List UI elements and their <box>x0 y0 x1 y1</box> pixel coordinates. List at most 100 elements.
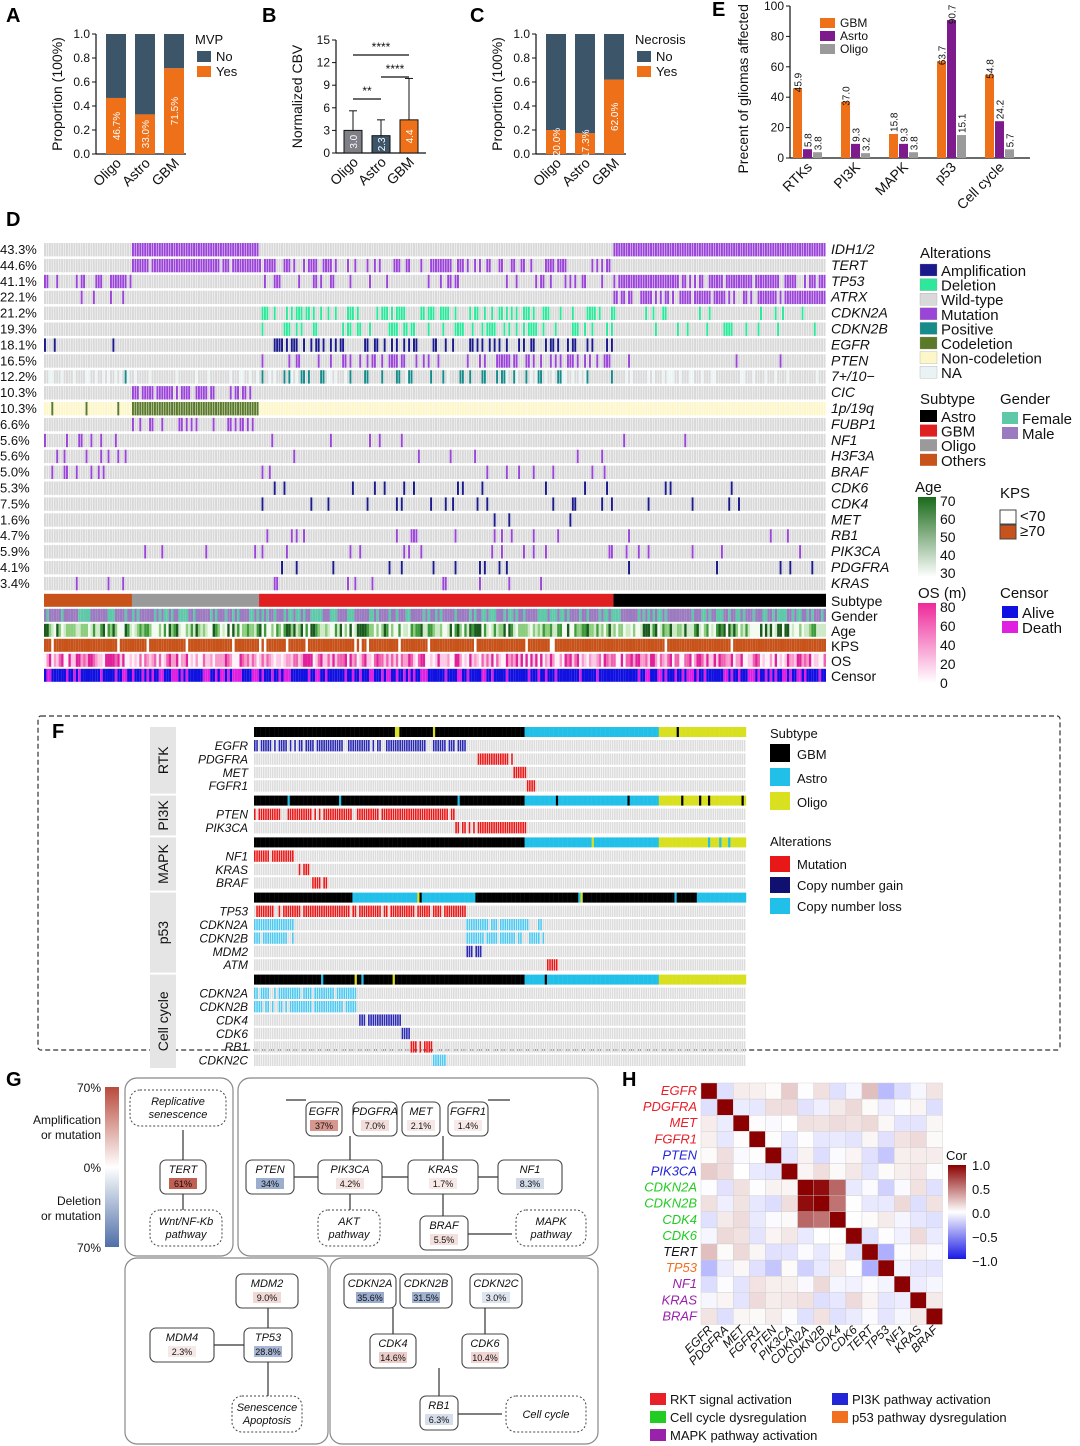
oncoprint-cell <box>676 322 679 336</box>
oncoprint-cell <box>153 290 156 305</box>
oncoprint-cell <box>794 417 797 432</box>
oncoprint-cell <box>212 402 215 416</box>
oncoprint-cell <box>508 433 511 448</box>
oncoprint-cell <box>65 465 68 479</box>
oncoprint-cell <box>124 417 127 432</box>
oncoprint-cell <box>56 290 59 305</box>
oncoprint-cell <box>708 243 711 257</box>
oncoprint-cell <box>144 306 147 320</box>
oncoprint-cell <box>376 322 379 336</box>
oncoprint-cell <box>190 402 193 416</box>
oncoprint-cell <box>647 354 650 368</box>
oncoprint-cell <box>134 322 137 336</box>
oncoprint-cell <box>158 449 161 464</box>
oncoprint-cell <box>557 370 560 384</box>
oncoprint-cell <box>557 243 560 257</box>
oncoprint-cell <box>654 258 657 273</box>
bar-no <box>546 34 566 130</box>
oncoprint-cell <box>435 402 437 416</box>
oncoprint-cell <box>486 449 489 464</box>
oncoprint-cell <box>662 433 665 448</box>
oncoprint-cell <box>356 449 359 464</box>
oncoprint-cell <box>388 449 391 464</box>
oncoprint-cell <box>261 370 264 384</box>
oncoprint-cell <box>760 322 762 336</box>
oncoprint-cell <box>745 274 748 289</box>
oncoprint-cell <box>183 322 186 336</box>
oncoprint-cell <box>745 354 748 368</box>
oncoprint-cell <box>210 306 213 320</box>
oncoprint-cell <box>388 338 391 352</box>
oncoprint-cell <box>762 274 765 289</box>
row-percent-label: 5.6% <box>0 449 30 464</box>
oncoprint-cell <box>505 449 508 464</box>
oncoprint-cell <box>261 243 264 257</box>
oncoprint-cell <box>454 243 457 257</box>
oncoprint-cell <box>381 449 384 464</box>
oncoprint-row <box>44 386 826 400</box>
oncoprint-cell <box>219 433 222 448</box>
oncoprint-cell <box>266 354 269 368</box>
oncoprint-cell <box>566 417 569 432</box>
oncoprint-cell <box>261 354 264 368</box>
oncoprint-cell <box>241 402 244 416</box>
oncoprint-cell <box>657 370 660 384</box>
oncoprint-cell <box>637 402 640 416</box>
oncoprint-cell <box>408 258 411 273</box>
oncoprint-cell <box>75 433 78 448</box>
oncoprint-cell <box>251 290 254 305</box>
oncoprint-cell <box>725 306 728 320</box>
oncoprint-cell <box>315 370 318 384</box>
oncoprint-cell <box>564 322 567 336</box>
oncoprint-cell <box>730 322 733 336</box>
oncoprint-cell <box>200 370 203 384</box>
oncoprint-cell <box>273 449 276 464</box>
oncoprint-cell <box>500 449 503 464</box>
oncoprint-cell <box>381 322 384 336</box>
oncoprint-cell <box>430 449 433 464</box>
oncoprint-cell <box>219 306 222 320</box>
oncoprint-cell <box>312 354 315 368</box>
oncoprint-cell <box>337 402 340 416</box>
oncoprint-cell <box>342 402 345 416</box>
oncoprint-cell <box>161 417 164 432</box>
oncoprint-cell <box>745 322 748 336</box>
oncoprint-cell <box>694 354 696 368</box>
oncoprint-cell <box>456 354 459 368</box>
oncoprint-cell <box>266 243 269 257</box>
oncoprint-cell <box>381 290 384 305</box>
oncoprint-cell <box>347 402 349 416</box>
oncoprint-cell <box>674 306 677 320</box>
oncoprint-cell <box>669 322 672 336</box>
oncoprint-cell <box>544 417 547 432</box>
oncoprint-cell <box>628 449 631 464</box>
y-tick-label: 0.6 <box>513 75 530 89</box>
oncoprint-cell <box>725 354 728 368</box>
oncoprint-cell <box>652 370 655 384</box>
oncoprint-cell <box>366 386 369 400</box>
oncoprint-cell <box>293 370 296 384</box>
oncoprint-cell <box>508 449 511 464</box>
oncoprint-cell <box>334 465 337 479</box>
oncoprint-cell <box>760 402 762 416</box>
oncoprint-cell <box>527 449 530 464</box>
oncoprint-cell <box>452 306 455 320</box>
oncoprint-cell <box>452 417 455 432</box>
oncoprint-cell <box>303 243 305 257</box>
oncoprint-cell <box>349 417 352 432</box>
oncoprint-cell <box>620 354 623 368</box>
oncoprint-cell <box>532 386 535 400</box>
oncoprint-cell <box>799 417 802 432</box>
oncoprint-cell <box>241 386 244 400</box>
oncoprint-cell <box>742 386 745 400</box>
oncoprint-cell <box>175 354 178 368</box>
oncoprint-cell <box>207 338 210 352</box>
oncoprint-cell <box>173 322 176 336</box>
oncoprint-cell <box>647 258 650 273</box>
oncoprint-cell <box>268 354 271 368</box>
oncoprint-cell <box>439 290 442 305</box>
oncoprint-cell <box>149 338 152 352</box>
oncoprint-cell <box>410 306 413 320</box>
oncoprint-cell <box>508 274 511 289</box>
oncoprint-cell <box>185 243 188 257</box>
